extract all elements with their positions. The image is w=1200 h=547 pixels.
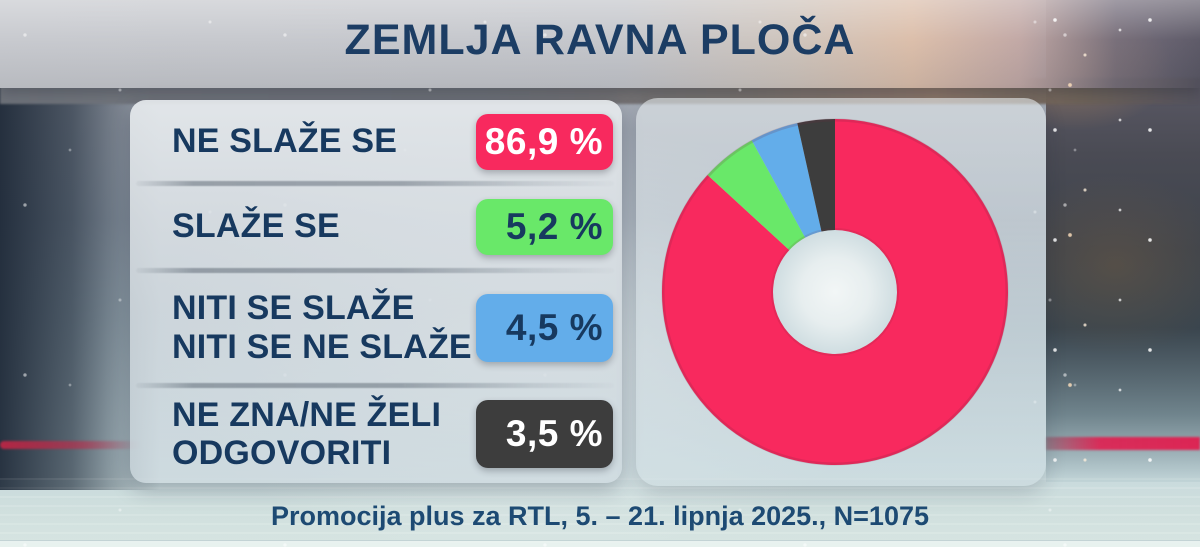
legend-row-ne-zna: NE ZNA/NE ŽELI ODGOVORITI 3,5 % bbox=[130, 385, 622, 483]
legend-label-line: NITI SE SLAŽE bbox=[172, 289, 415, 328]
legend-row-ne-slaze-se: NE SLAŽE SE 86,9 % bbox=[130, 100, 622, 183]
legend-row-slaze-se: SLAŽE SE 5,2 % bbox=[130, 183, 622, 270]
value-badge: 3,5 % bbox=[476, 400, 613, 468]
legend-label: SLAŽE SE bbox=[130, 207, 340, 245]
donut-chart-svg bbox=[661, 118, 1009, 466]
legend-label-line: NE SLAŽE SE bbox=[172, 122, 398, 161]
value-badge: 4,5 % bbox=[476, 293, 613, 362]
donut-segment-0 bbox=[662, 119, 1009, 465]
legend-label: NE ZNA/NE ŽELI ODGOVORITI bbox=[130, 396, 441, 473]
page-title: ZEMLJA RAVNA PLOČA bbox=[344, 16, 856, 64]
legend-label: NITI SE SLAŽE NITI SE NE SLAŽE bbox=[130, 289, 472, 366]
row-divider bbox=[136, 383, 614, 388]
starfield-dense bbox=[1040, 0, 1200, 470]
donut-hole bbox=[773, 230, 897, 354]
legend-label: NE SLAŽE SE bbox=[130, 122, 397, 160]
legend-label-line: ODGOVORITI bbox=[172, 434, 392, 472]
donut-segment-1 bbox=[707, 140, 806, 251]
chart-panel bbox=[636, 98, 1046, 486]
legend-panel: NE SLAŽE SE 86,9 % SLAŽE SE 5,2 % NITI S… bbox=[130, 100, 622, 483]
legend-label-line: NITI SE NE SLAŽE bbox=[172, 327, 472, 366]
source-line: Promocija plus za RTL, 5. – 21. lipnja 2… bbox=[270, 501, 930, 531]
row-divider bbox=[136, 268, 614, 273]
legend-label-line: NE ZNA/NE ŽELI bbox=[172, 395, 442, 434]
donut-segment-2 bbox=[751, 123, 822, 238]
donut-chart bbox=[655, 112, 1015, 472]
legend-label-line: SLAŽE SE bbox=[172, 207, 340, 246]
legend-row-niti-se-slaze: NITI SE SLAŽE NITI SE NE SLAŽE 4,5 % bbox=[130, 270, 622, 385]
value-badge: 86,9 % bbox=[476, 113, 613, 170]
donut-segment-3 bbox=[797, 119, 835, 232]
value-badge: 5,2 % bbox=[476, 198, 613, 255]
row-divider bbox=[136, 181, 614, 186]
